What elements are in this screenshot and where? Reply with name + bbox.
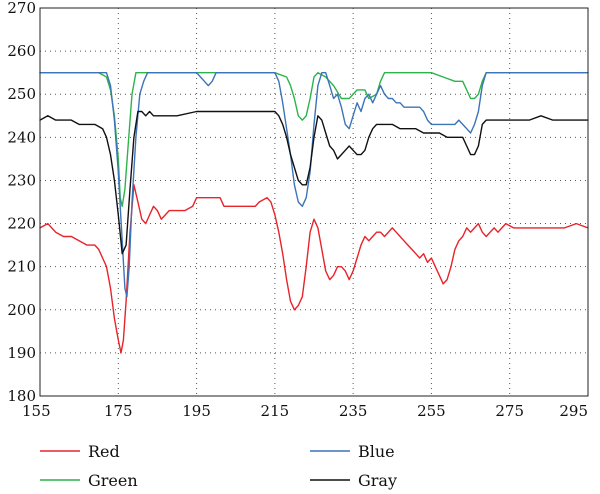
legend-label-gray: Gray (358, 471, 397, 490)
series-line-red (39, 184, 589, 354)
x-tick-label: 255 (417, 402, 446, 420)
x-tick-label: 275 (495, 402, 524, 420)
y-tick-label: 210 (7, 258, 36, 276)
y-tick-label: 200 (7, 301, 36, 319)
y-tick-label: 180 (7, 387, 36, 405)
y-tick-label: 240 (7, 128, 36, 146)
y-tick-label: 260 (7, 42, 36, 60)
x-tick-label: 195 (182, 402, 211, 420)
legend-label-red: Red (88, 442, 120, 461)
y-tick-label: 220 (7, 215, 36, 233)
y-axis-ticks: 180 190 200 210 220 230 240 250 260 270 (7, 0, 36, 405)
y-tick-label: 270 (7, 0, 36, 17)
legend: Red Blue Green Gray (40, 442, 397, 490)
y-tick-label: 250 (7, 85, 36, 103)
x-tick-label: 295 (559, 402, 588, 420)
series-line-blue (39, 72, 589, 298)
x-axis-ticks: 155 175 195 215 235 255 275 295 (22, 402, 588, 420)
x-tick-label: 175 (104, 402, 133, 420)
y-tick-label: 190 (7, 344, 36, 362)
x-tick-label: 155 (22, 402, 51, 420)
series-line-gray (39, 110, 589, 255)
series-line-green (39, 72, 589, 207)
series-lines (39, 72, 589, 354)
plot-frame (39, 7, 589, 397)
legend-label-green: Green (88, 471, 138, 490)
x-tick-label: 215 (261, 402, 290, 420)
x-tick-label: 235 (339, 402, 368, 420)
y-tick-label: 230 (7, 171, 36, 189)
legend-label-blue: Blue (358, 442, 395, 461)
